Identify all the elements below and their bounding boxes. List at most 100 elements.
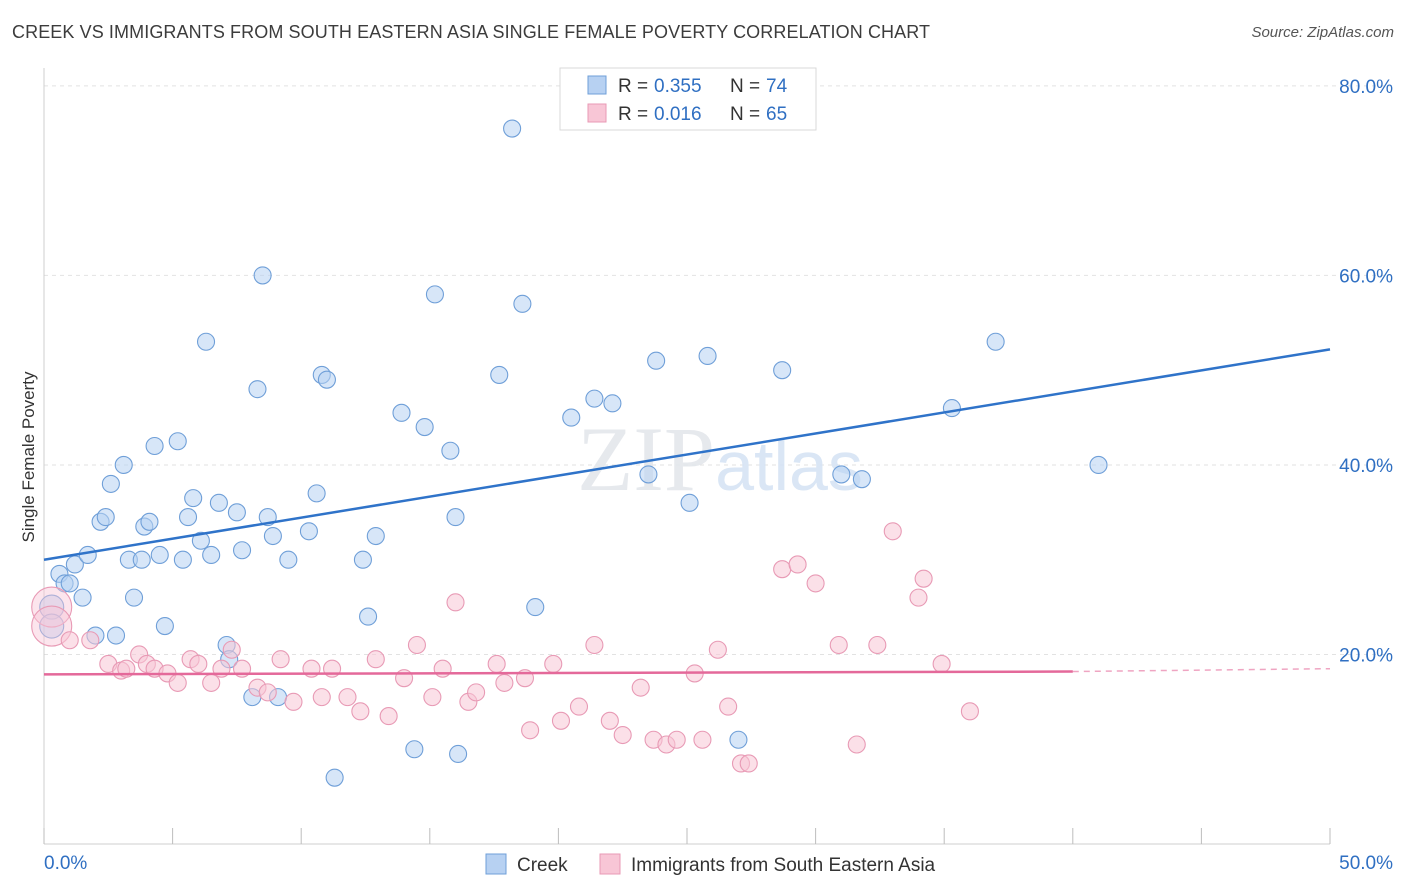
asia-point	[379, 707, 398, 726]
legend-asia-n-label: N =	[730, 104, 760, 125]
trend-lines	[43, 348, 1331, 676]
asia-point	[719, 697, 738, 716]
asia-point	[351, 702, 370, 721]
creek-point	[942, 399, 961, 418]
creek-point	[325, 768, 344, 787]
creek-point	[647, 351, 666, 370]
creek-point	[1089, 455, 1108, 475]
creek-point	[78, 545, 97, 565]
creek-point	[178, 508, 198, 527]
creek-point	[209, 493, 228, 512]
asia-point	[366, 650, 385, 669]
asia-point	[433, 659, 452, 678]
asia-point	[467, 683, 486, 702]
legend-bottom-asia-label: Immigrants from South Eastern Asia	[631, 855, 936, 876]
axes	[43, 68, 1331, 845]
creek-point	[513, 294, 532, 313]
y-tick-label: 20.0%	[1339, 645, 1393, 666]
asia-point	[788, 555, 807, 574]
legend-bottom-creek-label: Creek	[517, 855, 568, 876]
legend-creek-n-label: N =	[730, 76, 760, 97]
creek-point	[279, 550, 298, 569]
asia-point	[168, 673, 187, 692]
creek-point	[106, 626, 126, 645]
asia-point	[847, 735, 866, 754]
creek-point	[39, 613, 65, 639]
asia-point	[544, 654, 563, 674]
creek-point	[140, 512, 159, 531]
creek-trend-line	[43, 348, 1331, 561]
asia-point	[258, 683, 277, 702]
creek-point	[253, 266, 272, 285]
asia-point	[631, 678, 650, 697]
creek-point	[184, 489, 203, 508]
watermark: ZIPatlas	[577, 408, 863, 510]
legend-creek-r-value: 0.355	[654, 76, 702, 97]
creek-point	[503, 119, 522, 138]
asia-point	[868, 635, 887, 655]
asia-point	[914, 569, 933, 588]
asia-point	[773, 560, 792, 579]
creek-point	[441, 441, 460, 460]
asia-point	[60, 631, 79, 650]
creek-point	[202, 545, 221, 565]
creek-point	[227, 503, 246, 522]
asia-point	[932, 654, 951, 674]
asia-point	[883, 522, 902, 541]
asia-point	[667, 730, 686, 749]
creek-point	[191, 531, 210, 550]
creek-point	[65, 555, 84, 574]
asia-point	[446, 593, 465, 612]
chart-title: CREEK VS IMMIGRANTS FROM SOUTH EASTERN A…	[12, 22, 931, 42]
creek-point	[449, 744, 468, 764]
asia-point	[284, 692, 303, 711]
y-axis-label: Single Female Poverty	[19, 371, 38, 543]
creek-point	[986, 332, 1005, 351]
asia-trend-line	[43, 670, 1073, 676]
asia-point	[829, 635, 848, 655]
y-tick-label: 80.0%	[1339, 77, 1393, 98]
asia-point	[423, 688, 442, 707]
asia-point	[495, 673, 514, 692]
legend-top: R = 0.355 N = 74 R = 0.016 N = 65	[559, 67, 817, 131]
creek-point	[405, 740, 424, 759]
creek-point	[603, 394, 622, 413]
creek-point	[852, 470, 871, 489]
creek-point	[114, 455, 133, 475]
y-tick-label: 40.0%	[1339, 456, 1393, 477]
asia-point	[407, 635, 426, 655]
asia-point	[806, 574, 825, 593]
creek-point	[132, 550, 151, 569]
legend-asia-r-value: 0.016	[654, 104, 702, 125]
creek-point	[392, 403, 411, 422]
asia-point	[708, 640, 727, 659]
asia-point	[487, 654, 506, 674]
asia-point	[189, 654, 208, 674]
creek-point	[317, 370, 336, 389]
asia-point	[521, 721, 540, 740]
creek-point	[173, 550, 192, 569]
asia-point	[585, 635, 604, 655]
x-tick-label-max: 50.0%	[1339, 853, 1393, 874]
legend-creek-swatch	[587, 75, 607, 95]
x-tick-label-min: 0.0%	[44, 853, 87, 874]
y-tick-labels: 20.0% 40.0% 60.0% 80.0%	[1339, 77, 1393, 667]
chart-source: Source: ZipAtlas.com	[1251, 24, 1394, 41]
creek-point	[96, 508, 115, 527]
creek-point	[425, 285, 444, 304]
creek-point	[585, 389, 604, 408]
creek-points	[39, 119, 1108, 787]
creek-point	[73, 588, 92, 607]
creek-point	[124, 588, 144, 607]
creek-point	[60, 574, 79, 593]
creek-point	[562, 408, 581, 427]
asia-point	[551, 711, 571, 730]
creek-point	[359, 607, 378, 626]
legend-creek-r-label: R =	[618, 76, 648, 97]
legend-creek-n-value: 74	[766, 76, 788, 97]
asia-point	[613, 725, 632, 745]
creek-point	[145, 436, 164, 456]
legend-asia-r-label: R =	[618, 104, 648, 125]
creek-point	[150, 545, 169, 565]
